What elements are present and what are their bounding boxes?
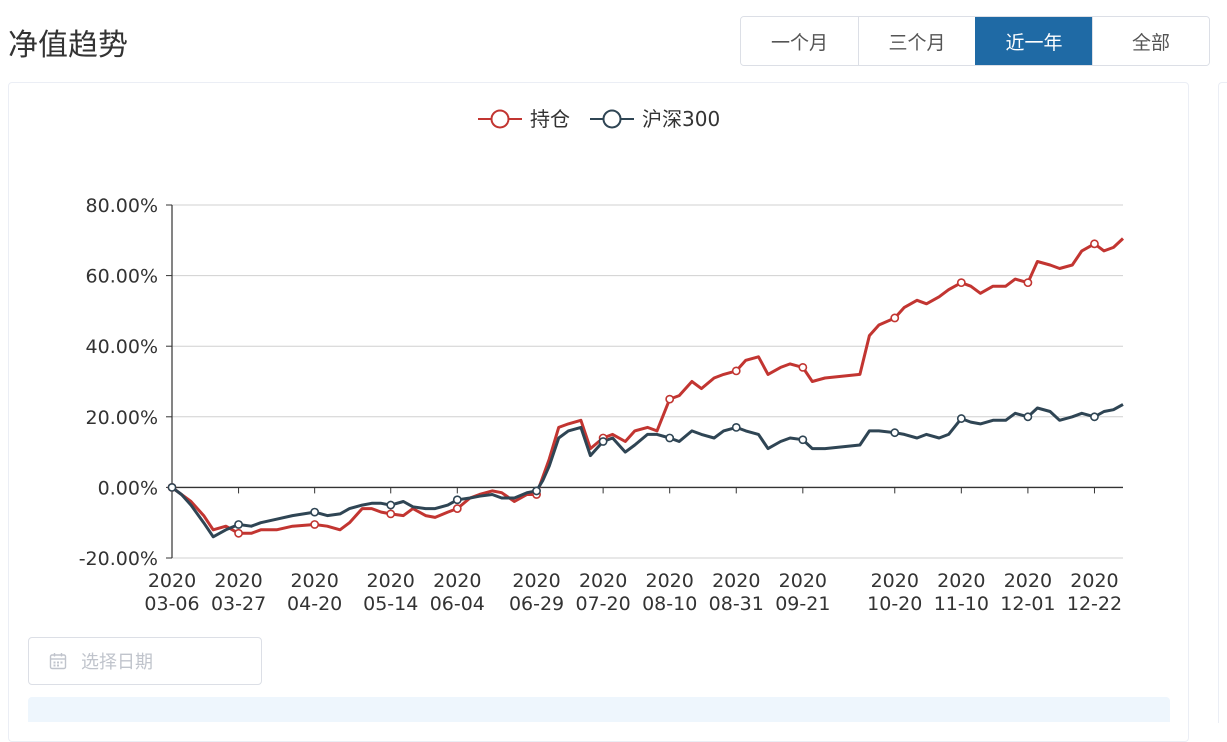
net-value-chart: -20.00% 0.00% 20.00% 40.00% 60.00% 80.00% 2020… [79, 107, 1125, 615]
x-tick-label: 2020 06-04 [430, 570, 485, 615]
data-point-marker [1023, 278, 1033, 288]
legend-marker-icon [490, 109, 510, 129]
x-tick-label: 2020 04-20 [287, 570, 342, 615]
x-tick-label: 2020 06-29 [509, 570, 564, 615]
data-point-marker [665, 433, 675, 443]
range-selector: 一个月 三个月 近一年 全部 [740, 16, 1210, 66]
x-tick-label: 2020 08-10 [642, 570, 697, 615]
x-tick-label: 2020 12-01 [1000, 570, 1055, 615]
legend-marker-icon [602, 109, 622, 129]
info-bar [28, 697, 1170, 722]
y-tick-label: 40.00% [86, 336, 158, 358]
data-point-marker [798, 435, 808, 445]
data-point-marker [890, 428, 900, 438]
x-tick-label: 2020 11-10 [934, 570, 989, 615]
data-point-marker [731, 422, 741, 432]
y-tick-label: 60.00% [86, 266, 158, 288]
data-point-marker [234, 528, 243, 538]
x-tick-label: 2020 12-22 [1067, 570, 1122, 615]
data-point-marker [310, 520, 320, 529]
y-tick-label: -20.00% [79, 548, 158, 570]
x-tick-label: 2020 10-20 [867, 570, 922, 615]
range-three-months-button[interactable]: 三个月 [858, 17, 975, 65]
data-point-marker [167, 482, 177, 492]
data-point-marker [310, 507, 320, 517]
data-point-marker [234, 520, 243, 529]
adjacent-card-edge [1218, 82, 1227, 723]
data-point-marker [598, 437, 608, 446]
legend-label: 沪深300 [642, 107, 720, 131]
range-one-month-button[interactable]: 一个月 [741, 17, 858, 65]
y-tick-label: 20.00% [86, 407, 158, 429]
date-picker-placeholder: 选择日期 [81, 652, 153, 673]
data-point-marker [798, 362, 808, 372]
data-point-marker [665, 394, 675, 404]
x-tick-label: 2020 03-06 [144, 570, 199, 615]
date-picker-input[interactable]: 选择日期 [28, 637, 262, 685]
series-line-holding [171, 237, 1125, 535]
data-point-marker [1090, 412, 1099, 422]
data-point-marker [890, 313, 900, 323]
x-tick-label: 2020 07-20 [576, 570, 631, 615]
legend-label: 持仓 [530, 107, 570, 131]
data-point-marker [452, 504, 462, 513]
data-point-marker [386, 509, 396, 519]
data-point-marker [1090, 239, 1099, 249]
chart-card [8, 82, 1189, 742]
calendar-icon [49, 653, 67, 670]
data-point-marker [956, 414, 966, 423]
series-line-hs300 [171, 403, 1124, 539]
x-tick-label: 2020 09-21 [775, 570, 830, 615]
data-point-marker [386, 500, 396, 510]
y-tick-label: 0.00% [98, 477, 158, 499]
data-point-marker [532, 486, 541, 496]
data-point-marker [1023, 412, 1033, 422]
range-one-year-button[interactable]: 近一年 [975, 17, 1092, 65]
data-point-marker [956, 278, 966, 288]
x-tick-label: 2020 03-27 [211, 570, 266, 615]
x-tick-label: 2020 05-14 [363, 570, 418, 615]
x-tick-label: 2020 08-31 [709, 570, 764, 615]
data-point-marker [731, 366, 741, 376]
page-title: 净值趋势 [8, 28, 128, 63]
y-tick-label: 80.00% [86, 195, 158, 217]
range-all-button[interactable]: 全部 [1092, 17, 1209, 65]
data-point-marker [452, 495, 462, 505]
